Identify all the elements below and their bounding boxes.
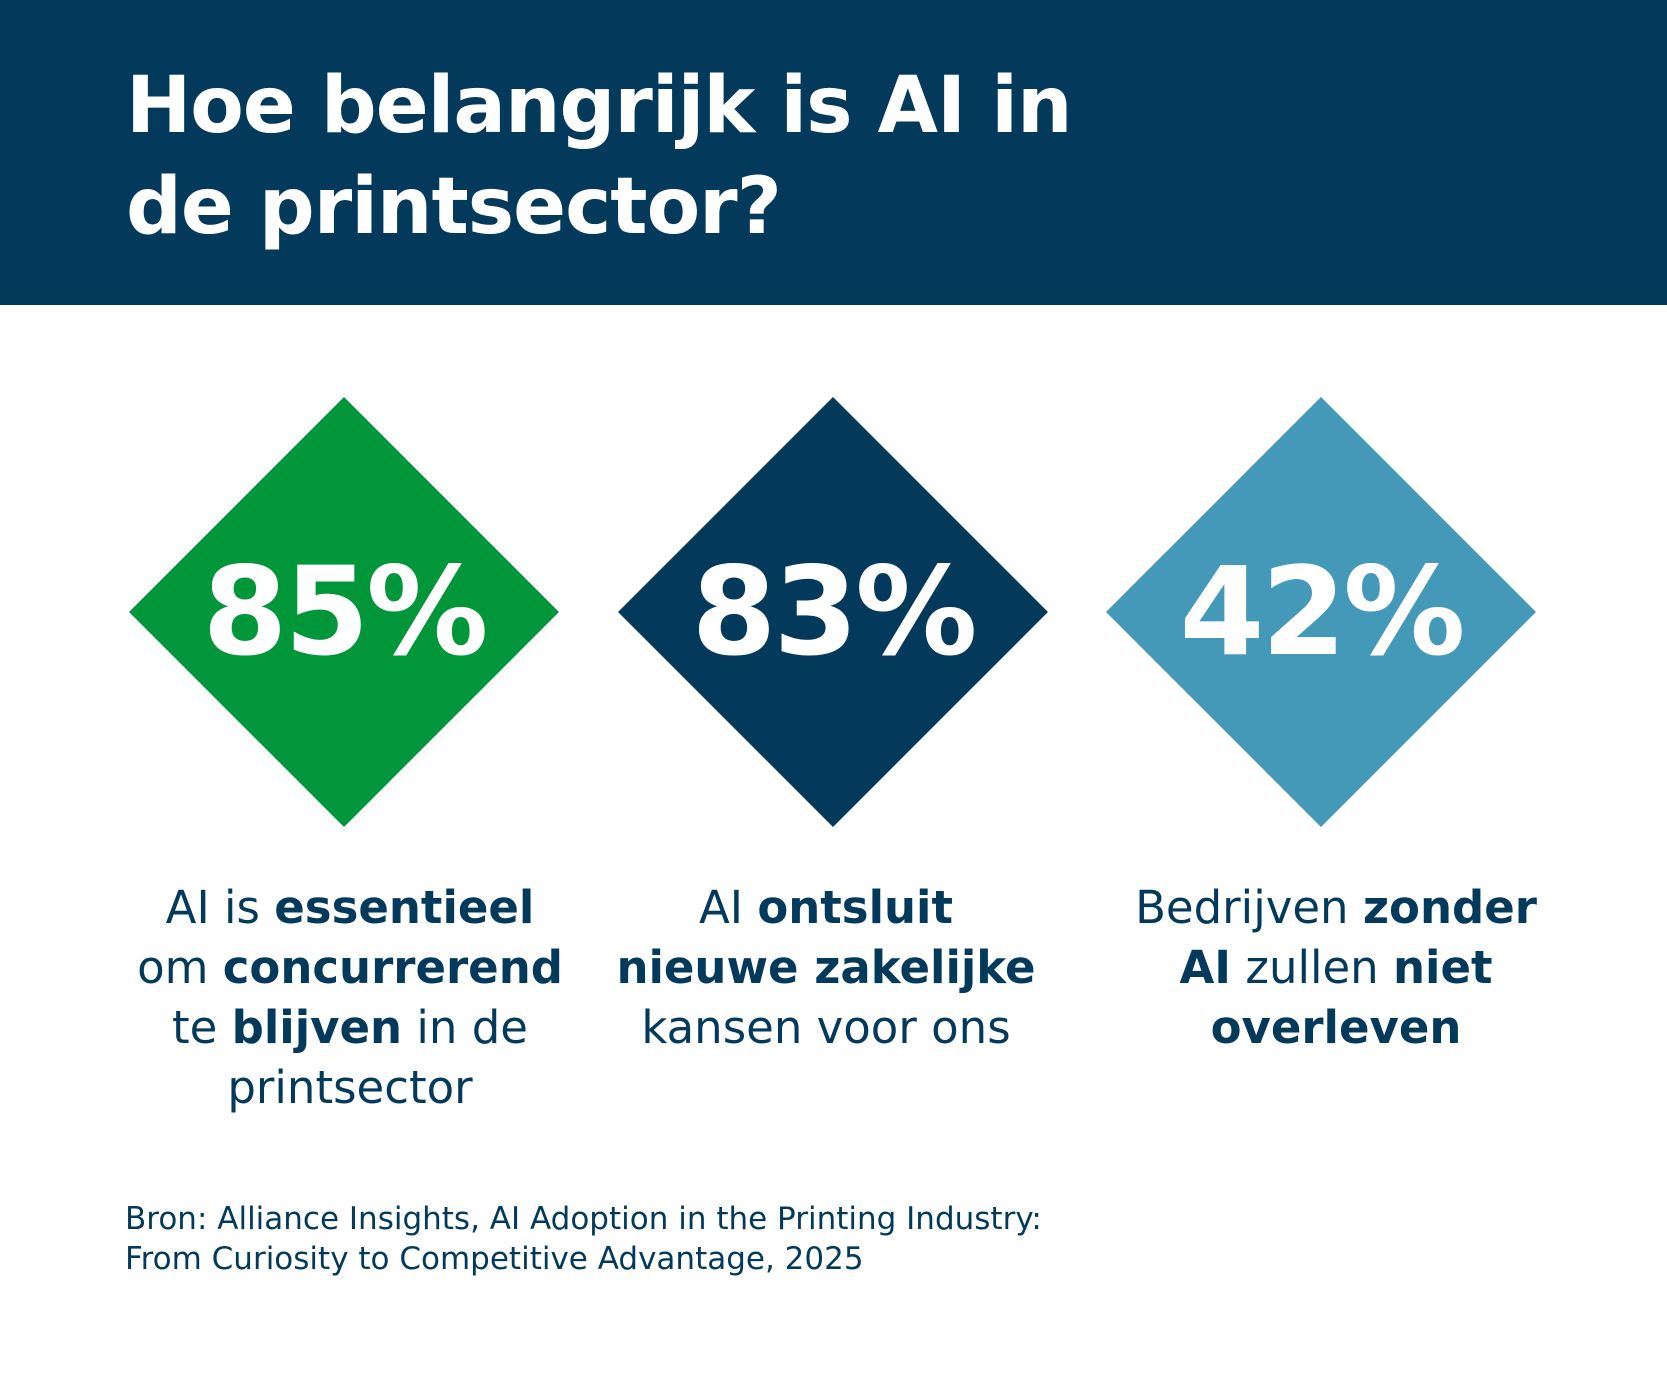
- caption-bold-text: niet: [1393, 941, 1493, 994]
- caption-line: om concurrerend: [115, 938, 585, 998]
- caption-text: om: [137, 941, 223, 994]
- header-banner: Hoe belangrijk is AI in de printsector?: [0, 0, 1667, 305]
- caption-text: te: [172, 1001, 232, 1054]
- caption-line: Bedrijven zonder: [1101, 878, 1571, 938]
- caption-line: overleven: [1101, 998, 1571, 1058]
- caption-line: te blijven in de: [115, 998, 585, 1058]
- stat-value-3: 42%: [1179, 541, 1465, 683]
- caption-bold-text: essentieel: [274, 881, 535, 934]
- caption-text: kansen voor ons: [641, 1001, 1011, 1054]
- title-line-1: Hoe belangrijk is AI in: [126, 61, 1072, 151]
- caption-bold-text: zonder: [1362, 881, 1537, 934]
- caption-line: AI zullen niet: [1101, 938, 1571, 998]
- caption-line: printsector: [115, 1058, 585, 1118]
- caption-bold-text: ontsluit: [757, 881, 953, 934]
- caption-text: AI is: [165, 881, 275, 934]
- caption-text: AI: [698, 881, 758, 934]
- caption-bold-text: overleven: [1210, 1001, 1462, 1054]
- caption-text: zullen: [1231, 941, 1394, 994]
- caption-text: in de: [402, 1001, 528, 1054]
- source-line-1: Bron: Alliance Insights, AI Adoption in …: [125, 1201, 1042, 1237]
- stat-caption-3: Bedrijven zonder AI zullen niet overleven: [1101, 878, 1571, 1058]
- caption-line: nieuwe zakelijke: [591, 938, 1061, 998]
- caption-text: printsector: [227, 1061, 473, 1114]
- caption-text: Bedrijven: [1135, 881, 1363, 934]
- source-note: Bron: Alliance Insights, AI Adoption in …: [125, 1199, 1042, 1279]
- caption-bold-text: nieuwe zakelijke: [616, 941, 1036, 994]
- stat-caption-1: AI is essentieel om concurrerend te blijve…: [115, 878, 585, 1118]
- page-title: Hoe belangrijk is AI in de printsector?: [126, 56, 1072, 258]
- stat-caption-2: AI ontsluit nieuwe zakelijke kansen voor o…: [591, 878, 1061, 1058]
- caption-line: AI ontsluit: [591, 878, 1061, 938]
- caption-line: AI is essentieel: [115, 878, 585, 938]
- caption-line: kansen voor ons: [591, 998, 1061, 1058]
- caption-bold-text: AI: [1179, 941, 1232, 994]
- source-line-2: From Curiosity to Competitive Advantage,…: [125, 1241, 864, 1277]
- caption-bold-text: concurrerend: [222, 941, 563, 994]
- stat-value-2: 83%: [691, 541, 977, 683]
- title-line-2: de printsector?: [126, 162, 782, 252]
- caption-bold-text: blijven: [231, 1001, 403, 1054]
- stat-value-1: 85%: [202, 541, 488, 683]
